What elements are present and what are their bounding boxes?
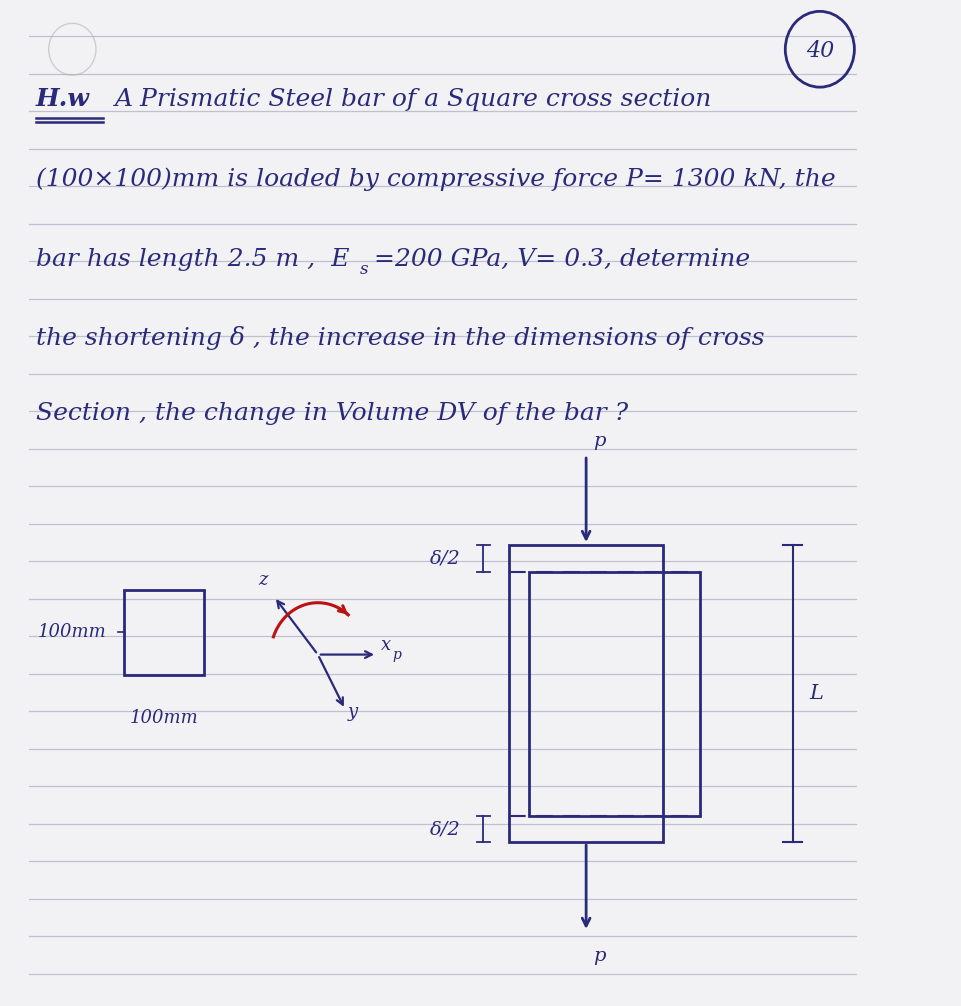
Text: p: p bbox=[593, 433, 605, 450]
Text: δ/2: δ/2 bbox=[430, 549, 460, 567]
Text: H.w: H.w bbox=[36, 88, 89, 111]
Text: δ/2: δ/2 bbox=[430, 820, 460, 838]
Text: =200 GPa, V= 0.3, determine: =200 GPa, V= 0.3, determine bbox=[374, 247, 751, 271]
Bar bbox=[529, 571, 700, 816]
Text: (100×100)mm is loaded by compressive force P= 1300 kN, the: (100×100)mm is loaded by compressive for… bbox=[36, 167, 835, 191]
Text: the shortening δ , the increase in the dimensions of cross: the shortening δ , the increase in the d… bbox=[36, 326, 765, 350]
Bar bbox=[508, 545, 663, 842]
Text: p: p bbox=[593, 947, 605, 965]
Text: 100mm: 100mm bbox=[130, 709, 199, 727]
Text: p: p bbox=[392, 648, 402, 662]
Text: x: x bbox=[381, 636, 391, 654]
Text: bar has length 2.5 m ,  E: bar has length 2.5 m , E bbox=[36, 247, 350, 271]
Text: A Prismatic Steel bar of a Square cross section: A Prismatic Steel bar of a Square cross … bbox=[115, 89, 712, 111]
Text: 40: 40 bbox=[805, 40, 834, 62]
Text: z: z bbox=[258, 570, 267, 589]
Text: y: y bbox=[348, 703, 358, 721]
Text: Section , the change in Volume DV of the bar ?: Section , the change in Volume DV of the… bbox=[36, 402, 628, 426]
Text: 100mm: 100mm bbox=[37, 623, 107, 641]
Text: L: L bbox=[809, 684, 823, 703]
Bar bbox=[124, 590, 204, 675]
Text: s: s bbox=[359, 261, 368, 278]
